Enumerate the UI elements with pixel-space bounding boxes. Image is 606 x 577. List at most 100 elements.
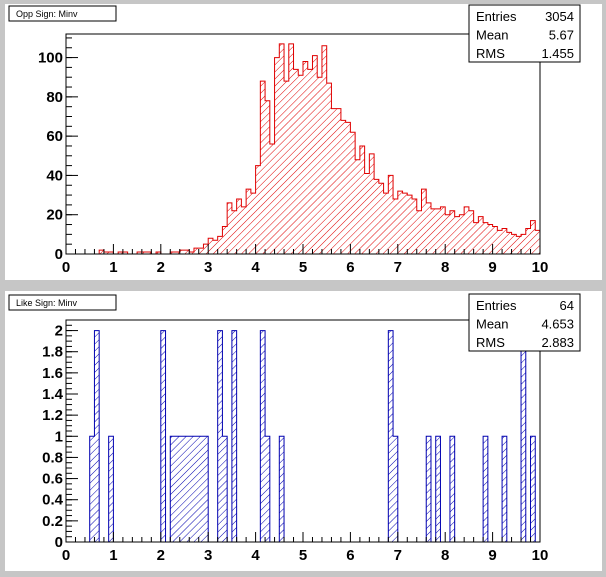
histogram-bar xyxy=(246,189,251,254)
histogram-bar xyxy=(279,43,285,255)
y-tick-label: 0 xyxy=(55,534,63,551)
histogram-bar xyxy=(146,252,152,254)
x-tick-label: 3 xyxy=(204,259,212,276)
histogram-bar xyxy=(487,224,493,254)
histogram-bar xyxy=(407,195,413,254)
x-tick-label: 9 xyxy=(488,259,496,276)
histogram-bar xyxy=(312,55,318,254)
histogram-bar xyxy=(473,222,479,254)
histogram-bar xyxy=(89,436,95,542)
y-tick-label: 1.4 xyxy=(42,386,64,403)
histogram-bar xyxy=(359,145,365,254)
x-tick-label: 6 xyxy=(346,547,354,564)
histogram-bar xyxy=(108,436,114,542)
histogram-bar xyxy=(175,252,180,254)
histogram-bar xyxy=(184,250,190,254)
histogram-bar xyxy=(478,216,484,254)
histogram-bar xyxy=(383,193,389,254)
histogram-bar xyxy=(160,330,166,542)
histogram-bar xyxy=(274,57,280,255)
x-tick-label: 9 xyxy=(488,547,496,564)
like-sign-plot: 0 1 2 3 4 5 6 7 8 9 10 0 0.2 0.4 0.6 0.8 1 1.2 1.4 1.6 1.8 2 xyxy=(42,319,548,564)
histogram-bar xyxy=(445,214,450,254)
histogram-bar xyxy=(388,175,394,254)
stats-value: 4.653 xyxy=(541,317,574,332)
histogram-bar xyxy=(184,436,190,542)
histogram-bar xyxy=(284,81,289,255)
x-tick-label: 3 xyxy=(204,547,212,564)
histogram-bar xyxy=(307,69,313,254)
histogram-bar xyxy=(416,210,422,254)
histogram-bar xyxy=(492,226,498,254)
histogram-bar xyxy=(317,77,322,254)
x-tick-label: 7 xyxy=(394,547,402,564)
histogram-bar xyxy=(502,436,507,542)
y-tick-label: 1 xyxy=(55,428,63,445)
y-tick-label: 80 xyxy=(46,89,63,106)
histogram-bar xyxy=(118,252,123,254)
x-tick-label: 6 xyxy=(346,259,354,276)
histogram-bar xyxy=(250,193,256,254)
histogram-bar xyxy=(369,153,375,254)
histogram-bar xyxy=(260,330,266,542)
histogram-bar xyxy=(179,250,185,254)
histogram-bar xyxy=(222,436,228,542)
histogram-bar xyxy=(345,122,351,255)
x-tick-label: 10 xyxy=(532,259,549,276)
histogram-title: Opp Sign: Minv xyxy=(16,9,78,19)
histogram-bar xyxy=(506,232,512,254)
x-tick-label: 7 xyxy=(394,259,402,276)
y-tick-label: 1.8 xyxy=(42,344,63,361)
y-tick-label: 0.4 xyxy=(42,492,64,509)
histogram-bar xyxy=(331,108,337,255)
histogram-title-box xyxy=(8,5,117,22)
histogram-bar xyxy=(170,436,176,542)
y-tick-label: 100 xyxy=(38,50,63,67)
histogram-bar xyxy=(435,436,441,542)
stats-box-frame xyxy=(468,293,581,352)
x-tick-label: 8 xyxy=(441,547,449,564)
x-tick-label: 5 xyxy=(299,259,307,276)
histogram-bar xyxy=(393,199,398,254)
histogram-bar xyxy=(535,230,540,254)
histogram-bar xyxy=(364,173,370,254)
histogram-bar xyxy=(217,236,223,254)
stats-value: 64 xyxy=(560,298,574,313)
stats-value: 1.455 xyxy=(541,46,574,61)
histogram-bar xyxy=(402,193,408,254)
y-tick-label: 1.6 xyxy=(42,365,63,382)
histogram-bar xyxy=(426,436,431,542)
histogram-bar xyxy=(393,436,398,542)
histogram-bar xyxy=(530,220,536,254)
histogram-bar xyxy=(397,191,403,254)
histogram-bar xyxy=(137,252,142,254)
histogram-bar xyxy=(179,436,185,542)
x-tick-label: 0 xyxy=(62,547,70,564)
histogram-bar xyxy=(279,436,285,542)
histogram-bar xyxy=(378,183,384,254)
stats-name: Entries xyxy=(476,9,517,24)
stats-name: Entries xyxy=(476,298,517,313)
histogram-bar xyxy=(374,179,379,254)
y-tick-label: 0.2 xyxy=(42,513,63,530)
histogram-bar xyxy=(516,236,522,254)
y-tick-label: 0.6 xyxy=(42,471,63,488)
histogram-bar xyxy=(260,81,266,255)
histogram-bar xyxy=(222,226,228,254)
histogram-bar xyxy=(459,214,465,254)
x-tick-label: 0 xyxy=(62,259,70,276)
y-tick-label: 2 xyxy=(55,323,63,340)
histogram-bar xyxy=(449,436,455,542)
histogram-bar xyxy=(288,43,294,255)
stats-box: Entries 3054 Mean 5.67 RMS 1.455 xyxy=(468,4,581,63)
histogram-bar xyxy=(521,330,526,542)
histogram-bar xyxy=(108,252,114,254)
stats-name: Mean xyxy=(476,28,509,43)
histogram-bar xyxy=(303,61,308,254)
histogram-title-box xyxy=(8,294,117,311)
histogram-bar xyxy=(449,210,455,254)
histogram-bar xyxy=(269,144,275,254)
stats-box-frame xyxy=(468,4,581,63)
